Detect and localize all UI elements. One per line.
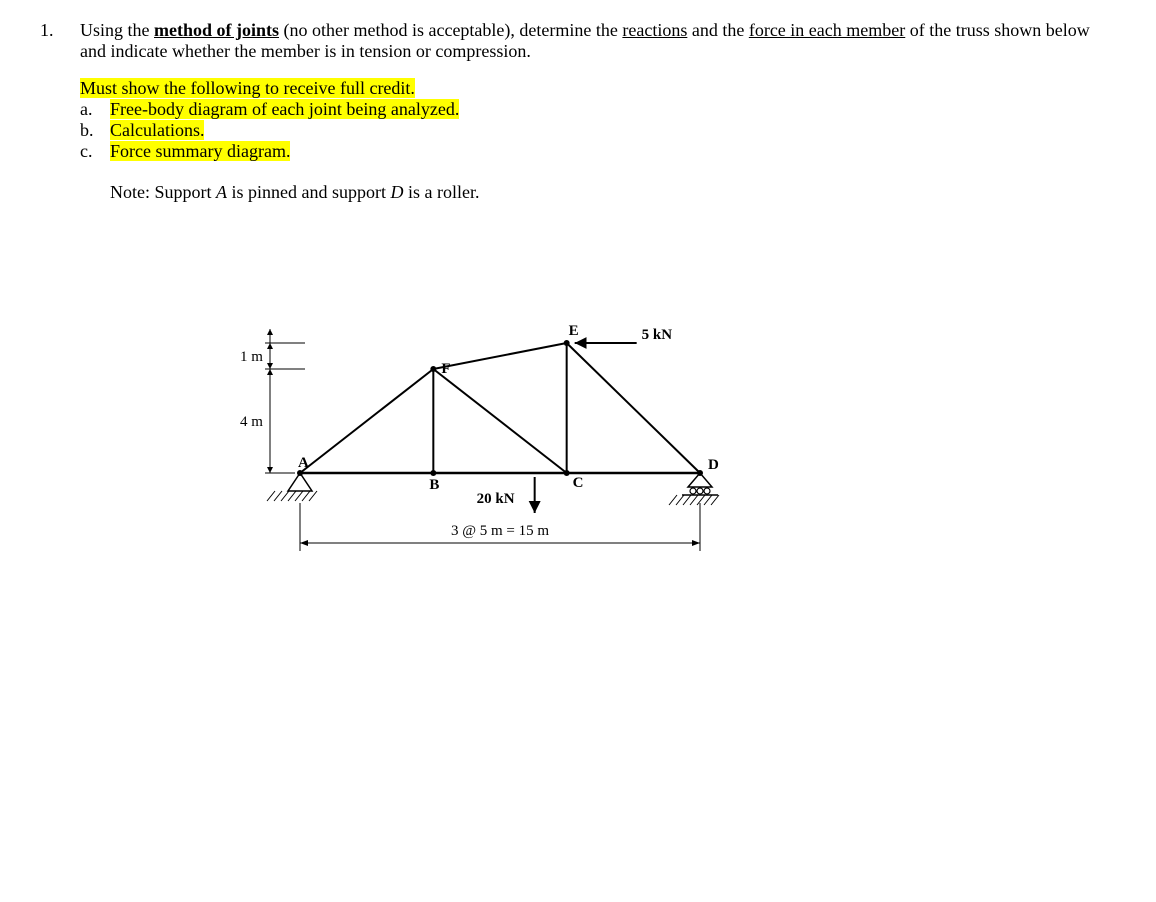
prompt-method: method of joints [154, 20, 279, 40]
credit-b-letter: b. [80, 120, 110, 141]
credit-a-text-hl: Free-body diagram of each joint being an… [110, 99, 459, 119]
note-line: Note: Support A is pinned and support D … [110, 182, 1116, 203]
question-body: Using the method of joints (no other met… [80, 20, 1116, 203]
credit-c-text-hl: Force summary diagram. [110, 141, 290, 161]
credit-heading-text: Must show the following to receive full … [80, 78, 415, 98]
svg-text:D: D [708, 457, 719, 473]
svg-text:20 kN: 20 kN [477, 491, 515, 507]
svg-text:E: E [569, 323, 579, 339]
prompt-reactions: reactions [622, 20, 687, 40]
question-number: 1. [40, 20, 80, 203]
svg-text:1 m: 1 m [240, 349, 263, 365]
prompt-pre: Using the [80, 20, 154, 40]
note-pre: Note: Support [110, 182, 216, 202]
credit-a-letter: a. [80, 99, 110, 120]
note-A: A [216, 182, 227, 202]
svg-text:5 kN: 5 kN [642, 327, 673, 343]
truss-svg: A B C D E F 1 m 4 m 3 @ 5 m = 15 m 5 kN 20 kN [240, 283, 760, 603]
credit-c-letter: c. [80, 141, 110, 162]
credit-list: Must show the following to receive full … [80, 78, 1116, 162]
credit-a-text: Free-body diagram of each joint being an… [110, 99, 459, 120]
svg-text:4 m: 4 m [240, 414, 263, 430]
credit-item-a: a. Free-body diagram of each joint being… [80, 99, 1116, 120]
credit-c-text: Force summary diagram. [110, 141, 290, 162]
credit-heading: Must show the following to receive full … [80, 78, 1116, 99]
svg-text:B: B [429, 477, 439, 493]
truss-diagram: A B C D E F 1 m 4 m 3 @ 5 m = 15 m 5 kN 20 kN [240, 283, 1116, 608]
svg-text:A: A [298, 455, 309, 471]
credit-item-c: c. Force summary diagram. [80, 141, 1116, 162]
credit-b-text-hl: Calculations. [110, 120, 204, 140]
svg-text:3 @ 5 m = 15 m: 3 @ 5 m = 15 m [451, 523, 549, 539]
prompt-force: force in each member [749, 20, 905, 40]
prompt-mid1: (no other method is acceptable), determi… [279, 20, 622, 40]
note-mid: is pinned and support [227, 182, 391, 202]
prompt-mid2: and the [687, 20, 748, 40]
question-block: 1. Using the method of joints (no other … [40, 20, 1116, 203]
svg-text:F: F [441, 361, 450, 377]
svg-text:C: C [573, 475, 584, 491]
credit-b-text: Calculations. [110, 120, 204, 141]
credit-item-b: b. Calculations. [80, 120, 1116, 141]
note-D: D [391, 182, 404, 202]
note-tail: is a roller. [404, 182, 480, 202]
